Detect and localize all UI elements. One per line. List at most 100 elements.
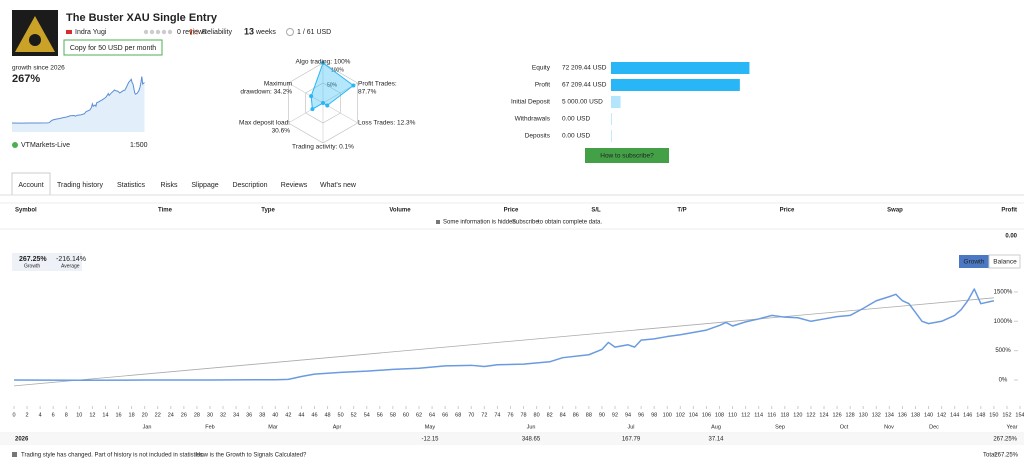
note-icon <box>12 452 17 457</box>
radar-label: Max deposit load: <box>239 120 290 127</box>
x-tick-label: 132 <box>872 412 881 418</box>
radar-label: 87.7% <box>358 89 377 96</box>
x-tick-label: 52 <box>351 412 357 418</box>
copy-button[interactable] <box>63 39 163 56</box>
column-header: Symbol <box>15 208 37 214</box>
x-tick-label: 0 <box>12 412 15 418</box>
radar-area <box>310 62 355 110</box>
balance-value: 0.00 USD <box>562 133 590 140</box>
x-tick-label: 46 <box>311 412 317 418</box>
notice-link[interactable]: Subscribe <box>512 220 539 226</box>
star-icon <box>149 29 155 35</box>
x-tick-label: 28 <box>194 412 200 418</box>
column-header: T/P <box>677 208 686 214</box>
column-header: Price <box>504 208 519 214</box>
x-tick-label: 104 <box>689 412 698 418</box>
x-tick-label: 78 <box>520 412 526 418</box>
month-label: Feb <box>205 424 214 430</box>
x-tick-label: 98 <box>651 412 657 418</box>
radar-label: 30.6% <box>272 128 291 135</box>
balance-value: 5 000.00 USD <box>562 99 603 106</box>
month-label: Oct <box>840 424 849 430</box>
x-tick-label: 142 <box>937 412 946 418</box>
x-tick-label: 144 <box>950 412 959 418</box>
reviews: 0 reviews <box>177 29 207 36</box>
month-value: 167.79 <box>622 437 641 443</box>
chart-button[interactable]: Growth <box>964 259 985 266</box>
x-tick-label: 140 <box>924 412 933 418</box>
balance-bar <box>611 62 750 74</box>
average-stat-label: Average <box>61 263 80 269</box>
x-tick-label: 64 <box>429 412 435 418</box>
tab[interactable]: What's new <box>320 182 357 189</box>
x-tick-label: 90 <box>599 412 605 418</box>
x-tick-label: 72 <box>481 412 487 418</box>
year-label: 2026 <box>15 437 29 443</box>
radar-label: Algo trading: 100% <box>296 59 351 66</box>
x-tick-label: 116 <box>767 412 776 418</box>
x-tick-label: 126 <box>832 412 841 418</box>
x-tick-label: 58 <box>390 412 396 418</box>
growth-button[interactable] <box>959 255 989 268</box>
broker: VTMarkets-Live <box>21 142 70 149</box>
x-tick-label: 86 <box>573 412 579 418</box>
x-tick-label: 24 <box>168 412 174 418</box>
column-header: Swap <box>887 208 903 214</box>
footer-link[interactable]: How is the Growth to Signals Calculated? <box>196 453 307 459</box>
month-label: Dec <box>929 424 939 430</box>
x-tick-label: 136 <box>898 412 907 418</box>
balance-value: 0.00 USD <box>562 116 590 123</box>
x-tick-label: 106 <box>702 412 711 418</box>
balance-label: Withdrawals <box>515 116 551 123</box>
x-tick-label: 32 <box>220 412 226 418</box>
balance-label: Initial Deposit <box>511 99 550 106</box>
x-tick-label: 88 <box>586 412 592 418</box>
x-tick-label: 56 <box>377 412 383 418</box>
growth-stats-box <box>12 253 82 271</box>
growth-stat: 267.25% <box>19 256 47 263</box>
growth-line <box>13 288 995 382</box>
tab[interactable]: Reviews <box>281 182 308 189</box>
reliability-icon <box>193 29 195 35</box>
month-label: Mar <box>268 424 278 430</box>
x-tick-label: 22 <box>155 412 161 418</box>
balance-value: 72 209.44 USD <box>562 65 607 72</box>
balance-value: 67 209.44 USD <box>562 82 607 89</box>
tab[interactable]: Account <box>18 182 43 189</box>
growth-stat-label: Growth <box>24 263 40 269</box>
footer-note: Trading style has changed. Part of histo… <box>21 453 205 459</box>
tab[interactable]: Risks <box>160 182 178 189</box>
month-label: Apr <box>333 424 342 430</box>
chart-button[interactable]: Balance <box>993 259 1017 266</box>
tab[interactable]: Statistics <box>117 182 146 189</box>
tab[interactable]: Trading history <box>57 182 104 189</box>
y-tick-label: 500% <box>995 348 1011 354</box>
x-tick-label: 138 <box>911 412 920 418</box>
x-tick-label: 54 <box>364 412 370 418</box>
month-label: Aug <box>711 424 721 430</box>
tab[interactable]: Slippage <box>191 182 218 189</box>
balance-button[interactable] <box>988 254 1021 269</box>
x-tick-label: 70 <box>468 412 474 418</box>
reliability-icon <box>190 29 192 35</box>
radar-label: Maximum <box>264 81 292 88</box>
x-tick-label: 92 <box>612 412 618 418</box>
x-tick-label: 38 <box>259 412 265 418</box>
x-tick-label: 42 <box>285 412 291 418</box>
y-tick-label: 1000% <box>994 319 1013 325</box>
radar-point <box>321 61 325 65</box>
radar-point <box>351 83 356 88</box>
x-tick-label: 80 <box>534 412 540 418</box>
x-tick-label: 124 <box>819 412 828 418</box>
month-value: 37.14 <box>708 437 724 443</box>
signal-title: The Buster XAU Single Entry <box>66 12 218 24</box>
footer-total-label: Total: <box>983 453 998 459</box>
column-header: S/L <box>591 208 601 214</box>
column-header: Profit <box>1001 208 1017 214</box>
subscribe-button[interactable] <box>585 148 669 163</box>
mini-area <box>12 76 145 132</box>
tab[interactable]: Description <box>232 182 267 189</box>
x-tick-label: 76 <box>507 412 513 418</box>
x-tick-label: 74 <box>494 412 500 418</box>
month-value: 348.65 <box>522 437 541 443</box>
